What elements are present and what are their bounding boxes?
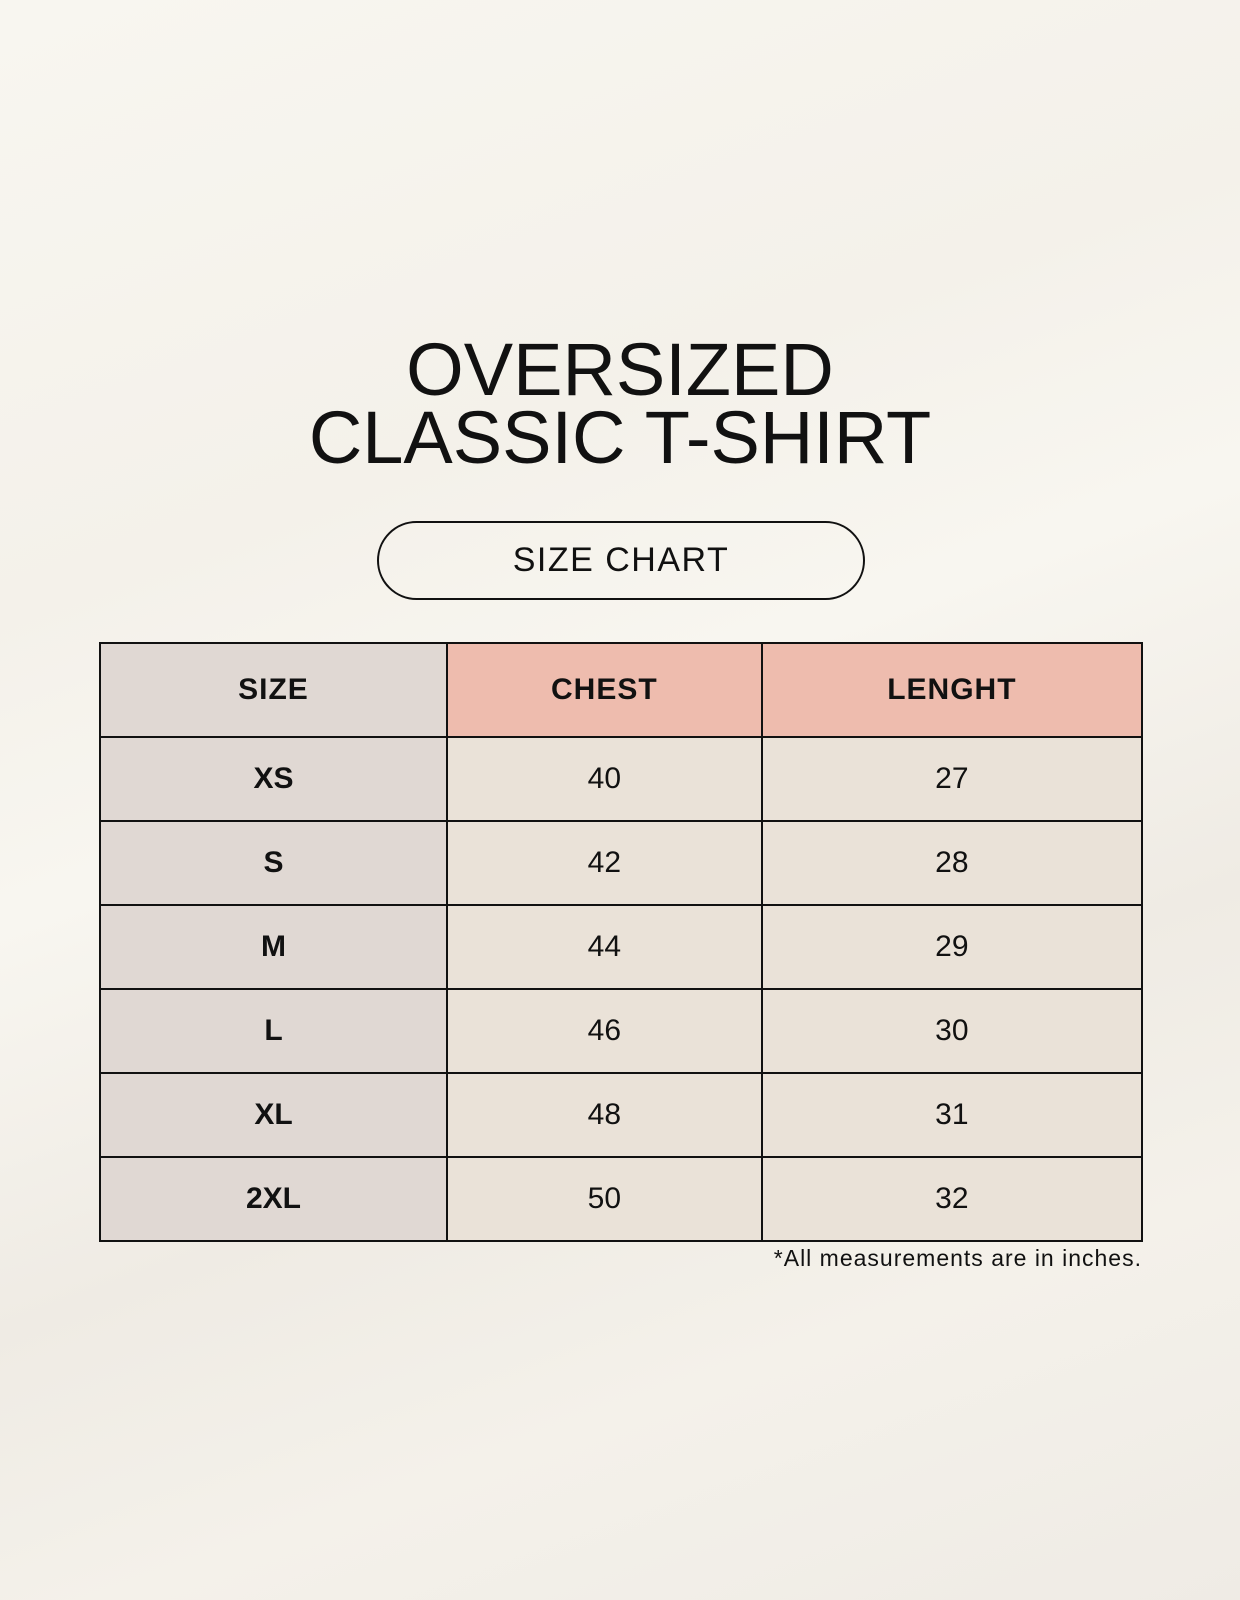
- table-row: 2XL 50 32: [99, 1156, 1144, 1242]
- header-chest: CHEST: [445, 642, 763, 738]
- cell-size: S: [99, 820, 448, 906]
- table-header-row: SIZE CHEST LENGHT: [99, 642, 1144, 738]
- page-title: OVERSIZED CLASSIC T-SHIRT: [0, 328, 1240, 479]
- cell-length: 27: [760, 736, 1144, 822]
- cell-size: XS: [99, 736, 448, 822]
- cell-length: 29: [760, 904, 1144, 990]
- cell-chest: 44: [445, 904, 763, 990]
- size-table: SIZE CHEST LENGHT XS 40 27 S 42 28 M 44 29 L 46 30 X…: [99, 642, 1144, 1242]
- cell-size: L: [99, 988, 448, 1074]
- table-row: S 42 28: [99, 820, 1144, 906]
- cell-chest: 42: [445, 820, 763, 906]
- cell-length: 31: [760, 1072, 1144, 1158]
- title-line-1: OVERSIZED: [406, 328, 834, 411]
- header-size: SIZE: [99, 642, 448, 738]
- cell-size: M: [99, 904, 448, 990]
- table-row: XL 48 31: [99, 1072, 1144, 1158]
- footnote: *All measurements are in inches.: [773, 1245, 1142, 1271]
- cell-length: 30: [760, 988, 1144, 1074]
- cell-length: 32: [760, 1156, 1144, 1242]
- size-chart-badge: SIZE CHART: [377, 521, 865, 600]
- cell-chest: 40: [445, 736, 763, 822]
- header-length: LENGHT: [760, 642, 1144, 738]
- cell-chest: 46: [445, 988, 763, 1074]
- cell-size: XL: [99, 1072, 448, 1158]
- cell-chest: 50: [445, 1156, 763, 1242]
- table-row: XS 40 27: [99, 736, 1144, 822]
- cell-length: 28: [760, 820, 1144, 906]
- title-line-2: CLASSIC T-SHIRT: [308, 396, 932, 479]
- cell-size: 2XL: [99, 1156, 448, 1242]
- cell-chest: 48: [445, 1072, 763, 1158]
- table-row: L 46 30: [99, 988, 1144, 1074]
- table-row: M 44 29: [99, 904, 1144, 990]
